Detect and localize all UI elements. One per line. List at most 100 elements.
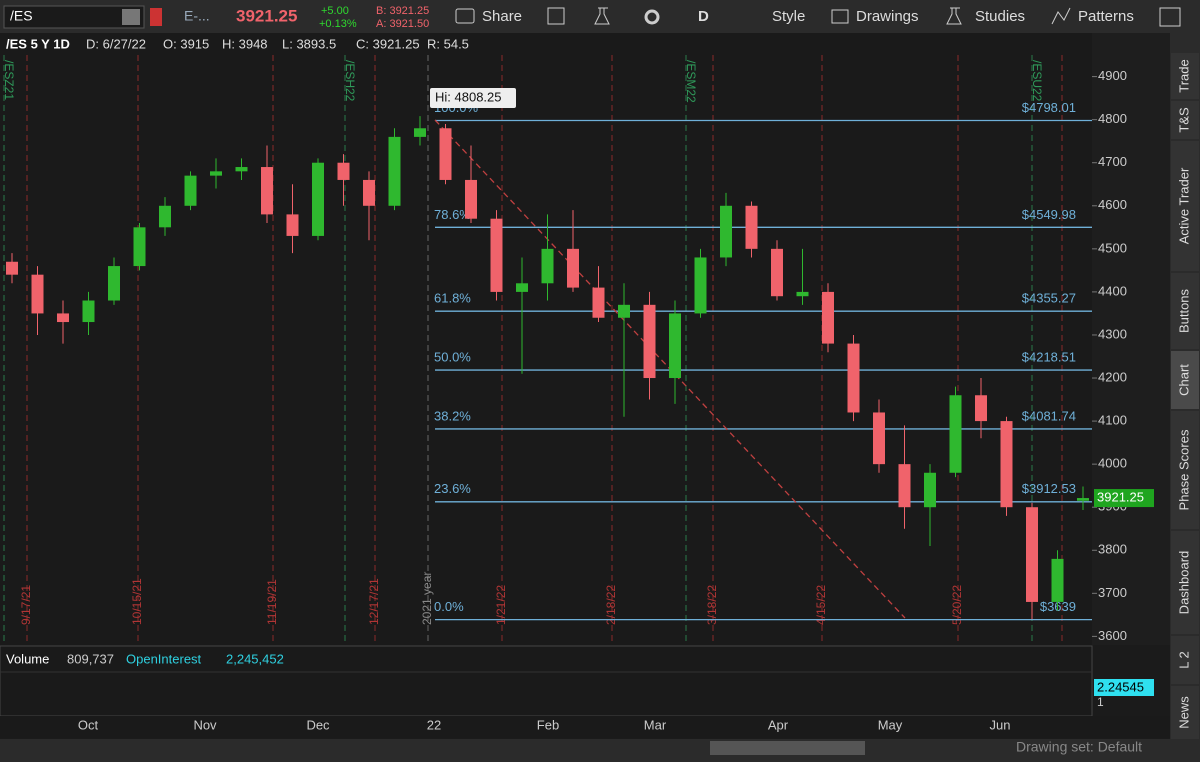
- x-tick-label: Feb: [537, 717, 559, 732]
- expiry-label: 11/19/21: [265, 579, 279, 625]
- candle-body: [82, 300, 95, 323]
- candle-body: [924, 472, 936, 508]
- sidebar-label[interactable]: Chart: [1176, 364, 1191, 396]
- candle-body: [643, 304, 656, 379]
- candle-body: [898, 464, 911, 508]
- candle-body: [822, 291, 834, 344]
- fib-price: $4798.01: [1022, 100, 1076, 115]
- sidebar-tab[interactable]: [1171, 636, 1199, 684]
- style-button[interactable]: Style: [772, 8, 805, 25]
- sidebar-tab[interactable]: [1171, 101, 1199, 139]
- sidebar-label[interactable]: Dashboard: [1176, 551, 1191, 615]
- sidebar-label[interactable]: L 2: [1176, 651, 1191, 669]
- info-symbol: /ES 5 Y 1D: [6, 36, 70, 51]
- candle-body: [694, 257, 707, 314]
- candle-body: [388, 136, 401, 206]
- y-tick-label: 4700: [1098, 154, 1127, 169]
- candle-body: [57, 313, 69, 323]
- volume-axis-min: 1: [1097, 695, 1104, 709]
- price-axis: [1092, 33, 1170, 645]
- sidebar-label[interactable]: Active Trader: [1176, 167, 1191, 244]
- dropdown[interactable]: [122, 9, 140, 25]
- candle-body: [133, 227, 146, 267]
- sidebar-tab[interactable]: [1171, 351, 1199, 409]
- info-date: D: 6/27/22: [86, 36, 146, 51]
- change-pct: +0.13%: [319, 18, 357, 30]
- sidebar-tab[interactable]: [1171, 411, 1199, 529]
- fib-pct: 38.2%: [434, 408, 471, 423]
- patterns-button[interactable]: Patterns: [1078, 8, 1134, 25]
- info-high: H: 3948: [222, 36, 268, 51]
- sidebar-tab[interactable]: [1171, 141, 1199, 271]
- candle-body: [567, 248, 579, 288]
- candle-body: [873, 412, 885, 465]
- annotation: Hi: 4808.25: [435, 89, 502, 104]
- expiry-label: 3/18/22: [705, 585, 719, 625]
- ask: A: 3921.50: [376, 18, 429, 30]
- sidebar-tab[interactable]: [1171, 686, 1199, 739]
- sidebar-label[interactable]: Trade: [1176, 59, 1191, 92]
- candle-body: [312, 162, 324, 236]
- candle-body: [108, 266, 120, 301]
- sidebar-label[interactable]: News: [1176, 696, 1191, 729]
- expiry-label: 1/21/22: [494, 585, 508, 625]
- info-range: R: 54.5: [427, 36, 469, 51]
- symbol-box[interactable]: [3, 5, 145, 29]
- sidebar-label[interactable]: Buttons: [1176, 288, 1191, 333]
- sidebar-label[interactable]: Phase Scores: [1176, 429, 1191, 510]
- candle-body: [337, 162, 350, 180]
- annotation-box: [430, 88, 516, 108]
- last-price-box: [1094, 489, 1154, 508]
- year-label: 2021 year: [420, 572, 434, 625]
- x-tick-label: Dec: [306, 717, 330, 732]
- fib-pct: 23.6%: [434, 481, 471, 496]
- sidebar-tab[interactable]: [1171, 53, 1199, 99]
- scroll-thumb[interactable]: [710, 741, 865, 755]
- candle-body: [31, 274, 44, 314]
- fib-pct: 78.6%: [434, 207, 471, 222]
- expiry-label: 10/15/21: [130, 578, 144, 625]
- toolbar-icons: [455, 7, 1181, 27]
- x-tick-label: Jun: [990, 717, 1011, 732]
- contract-label: /ESZ21: [2, 60, 16, 100]
- share-button[interactable]: Share: [482, 8, 522, 25]
- last-price: 3921.25: [236, 6, 297, 25]
- fib-pct: 61.8%: [434, 291, 471, 306]
- expiry-label: 9/17/21: [19, 585, 33, 625]
- candle-body: [465, 179, 477, 219]
- fib-pct: 50.0%: [434, 349, 471, 364]
- flag[interactable]: [150, 8, 162, 26]
- drawing-set[interactable]: Drawing set: Default: [1016, 739, 1142, 755]
- candle-body: [618, 304, 630, 318]
- y-tick-label: 3700: [1098, 585, 1127, 600]
- studies-button[interactable]: Studies: [975, 8, 1025, 25]
- candle-body: [1077, 498, 1089, 501]
- expiry-label: 2/18/22: [604, 585, 618, 625]
- candle-body: [159, 205, 171, 228]
- aggregation[interactable]: D: [698, 8, 709, 25]
- scrollbar[interactable]: [0, 739, 1170, 762]
- x-tick-label: Mar: [644, 717, 667, 732]
- change: +5.00: [321, 5, 349, 17]
- fib-price: $4081.74: [1022, 408, 1076, 423]
- info-open: O: 3915: [163, 36, 209, 51]
- y-tick-label: 4000: [1098, 456, 1127, 471]
- y-tick-label: 3800: [1098, 542, 1127, 557]
- sidebar-label[interactable]: T&S: [1176, 107, 1191, 133]
- candle-body: [745, 205, 758, 249]
- volume-value: 809,737: [67, 651, 114, 666]
- y-tick-label: 3600: [1098, 628, 1127, 643]
- fib-pct: 0.0%: [434, 599, 464, 614]
- drawings-button[interactable]: Drawings: [856, 8, 919, 25]
- expiry-label: 12/17/21: [367, 578, 381, 625]
- sidebar-tab[interactable]: [1171, 273, 1199, 349]
- candle-body: [592, 287, 605, 318]
- sidebar-tab[interactable]: [1171, 531, 1199, 634]
- candle-body: [286, 214, 299, 236]
- candle-body: [771, 248, 783, 297]
- oi-axis-box: [1094, 679, 1154, 696]
- x-tick-label: 22: [427, 717, 441, 732]
- volume-pane: [0, 645, 1093, 717]
- candle-body: [490, 218, 503, 292]
- fib-price: $3912.53: [1022, 481, 1076, 496]
